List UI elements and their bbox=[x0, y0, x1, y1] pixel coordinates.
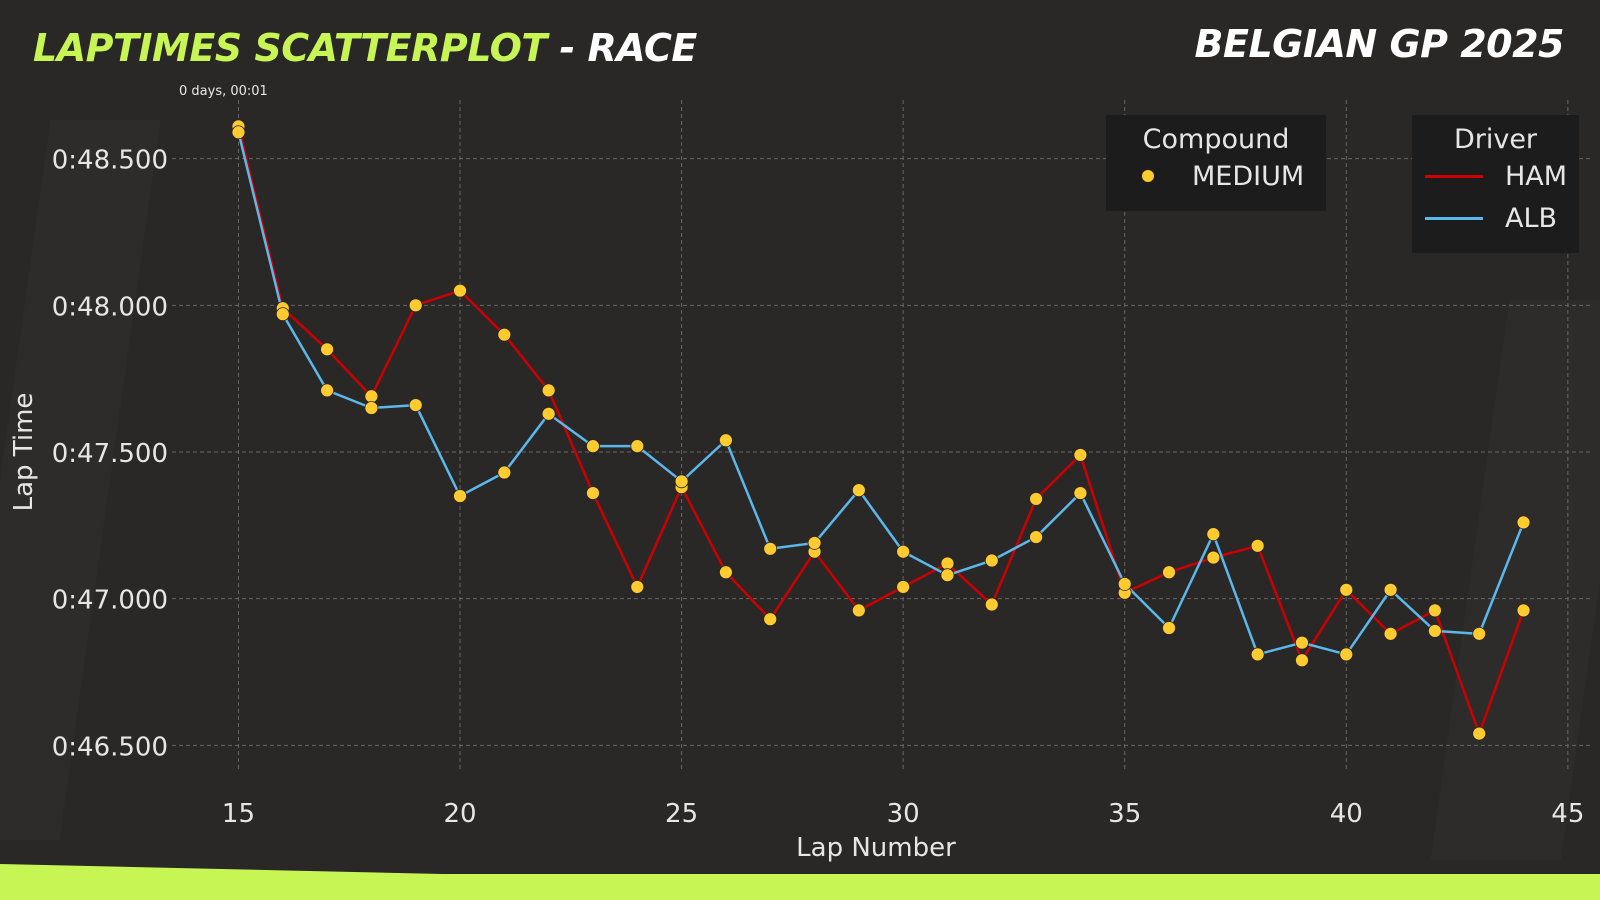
data-point-alb bbox=[497, 465, 512, 480]
data-point-alb bbox=[763, 541, 778, 556]
data-point-alb bbox=[1206, 527, 1221, 542]
data-point-ham bbox=[497, 327, 512, 342]
y-tick-label: 0:46.500 bbox=[52, 732, 168, 762]
data-point-ham bbox=[763, 612, 778, 627]
data-point-alb bbox=[275, 307, 290, 322]
data-point-ham bbox=[408, 298, 423, 313]
legend-label-medium: MEDIUM bbox=[1192, 160, 1305, 192]
legend-item-medium: MEDIUM bbox=[1107, 155, 1325, 197]
compound-legend: Compound MEDIUM bbox=[1106, 115, 1326, 211]
data-point-alb bbox=[586, 439, 600, 454]
legend-item-alb: ALB bbox=[1413, 197, 1578, 239]
data-point-alb bbox=[674, 474, 689, 489]
series-line-alb bbox=[237, 131, 1525, 656]
data-point-ham bbox=[1029, 492, 1043, 506]
data-point-ham bbox=[1472, 726, 1487, 741]
y-axis-label: Lap Time bbox=[9, 393, 39, 512]
data-point-ham bbox=[1383, 626, 1398, 641]
data-point-alb bbox=[453, 489, 467, 503]
data-point-ham bbox=[1339, 582, 1354, 597]
data-point-ham bbox=[320, 342, 334, 357]
data-point-ham bbox=[1162, 565, 1176, 580]
data-point-ham bbox=[586, 486, 600, 500]
x-tick-label: 20 bbox=[443, 799, 476, 829]
data-point-alb bbox=[940, 568, 955, 583]
x-tick-label: 45 bbox=[1551, 799, 1584, 829]
y-tick-label: 0:47.000 bbox=[52, 586, 168, 616]
data-point-ham bbox=[453, 283, 467, 298]
data-point-alb bbox=[1073, 486, 1088, 500]
driver-legend-title: Driver bbox=[1453, 124, 1538, 155]
medium-marker-icon bbox=[1142, 170, 1154, 182]
data-point-alb bbox=[896, 544, 911, 559]
data-point-alb bbox=[851, 483, 866, 498]
data-point-ham bbox=[940, 556, 955, 571]
data-point-alb bbox=[364, 401, 379, 415]
data-point-alb bbox=[984, 553, 999, 568]
data-point-alb bbox=[1162, 621, 1176, 635]
legend-item-ham: HAM bbox=[1413, 155, 1578, 197]
data-point-ham bbox=[984, 597, 999, 612]
ham-line-icon bbox=[1425, 174, 1483, 178]
x-tick-label: 30 bbox=[887, 799, 920, 829]
event-title: BELGIAN GP 2025 bbox=[1194, 22, 1565, 66]
data-point-alb bbox=[1117, 577, 1132, 591]
legend-label-ham: HAM bbox=[1505, 160, 1568, 192]
compound-legend-title: Compound bbox=[1142, 124, 1290, 155]
data-point-alb bbox=[719, 433, 733, 448]
data-point-alb bbox=[231, 125, 246, 140]
data-point-ham bbox=[1295, 653, 1309, 668]
data-point-alb bbox=[1516, 515, 1531, 530]
data-point-alb bbox=[1295, 635, 1309, 650]
chart-title-main: LAPTIMES SCATTERPLOT bbox=[33, 26, 547, 70]
data-point-alb bbox=[1029, 530, 1043, 544]
legend-label-alb: ALB bbox=[1505, 202, 1558, 234]
data-point-ham bbox=[1516, 603, 1531, 618]
data-point-alb bbox=[1250, 647, 1265, 662]
x-axis-label: Lap Number bbox=[796, 833, 956, 863]
data-point-alb bbox=[1428, 624, 1442, 638]
data-point-alb bbox=[320, 383, 334, 398]
data-point-ham bbox=[1206, 550, 1221, 565]
y-tick-label: 0:47.500 bbox=[52, 439, 168, 469]
x-tick-label: 25 bbox=[665, 799, 698, 829]
data-point-alb bbox=[541, 406, 556, 421]
data-point-alb bbox=[408, 398, 423, 412]
data-point-alb bbox=[807, 536, 822, 550]
x-tick-label: 15 bbox=[222, 799, 255, 829]
data-point-alb bbox=[1339, 647, 1354, 662]
data-point-ham bbox=[851, 603, 866, 618]
data-point-ham bbox=[896, 580, 911, 594]
accent-bar-base bbox=[0, 874, 1600, 900]
y-tick-label: 0:48.500 bbox=[52, 146, 168, 176]
series-line-ham bbox=[237, 126, 1525, 735]
data-point-ham bbox=[1073, 448, 1088, 462]
data-point-alb bbox=[630, 439, 645, 454]
data-point-ham bbox=[1250, 538, 1265, 553]
data-point-ham bbox=[364, 389, 379, 404]
alb-line-icon bbox=[1425, 216, 1483, 220]
timestamp: 0 days, 00:01 bbox=[179, 84, 268, 99]
driver-legend: Driver HAM ALB bbox=[1412, 115, 1579, 253]
chart-title: LAPTIMES SCATTERPLOT - RACE bbox=[33, 26, 697, 70]
x-tick-label: 35 bbox=[1108, 799, 1141, 829]
chart-title-session: - RACE bbox=[546, 26, 698, 70]
data-point-ham bbox=[630, 580, 645, 594]
y-tick-label: 0:48.000 bbox=[52, 292, 168, 322]
data-point-alb bbox=[1472, 626, 1487, 641]
data-point-ham bbox=[541, 383, 556, 398]
data-point-ham bbox=[1428, 603, 1442, 618]
x-tick-label: 40 bbox=[1330, 799, 1363, 829]
data-point-ham bbox=[719, 565, 733, 580]
data-point-alb bbox=[1383, 582, 1398, 597]
